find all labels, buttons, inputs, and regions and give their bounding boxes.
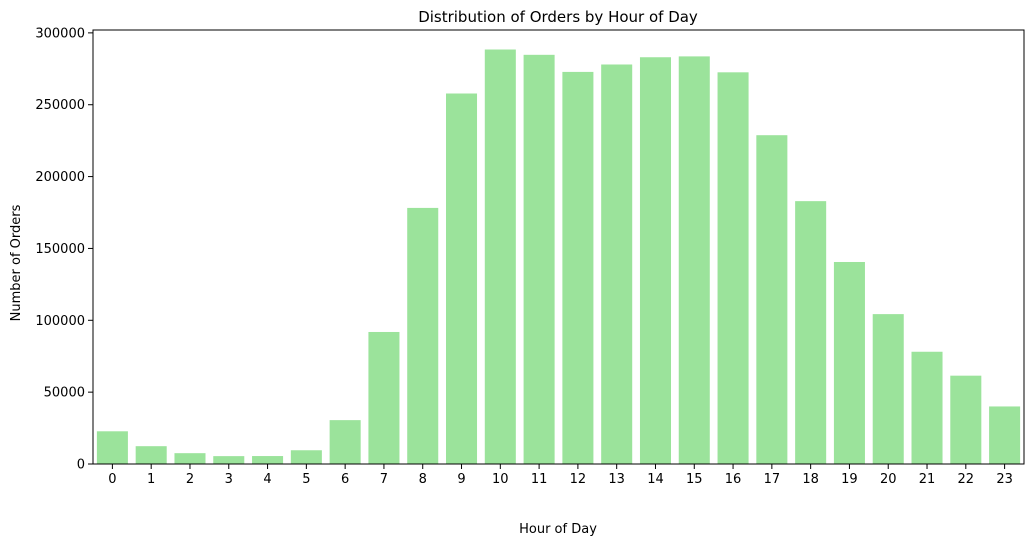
bar-hour-23 — [989, 406, 1021, 464]
x-tick-label: 17 — [764, 472, 781, 487]
bar-hour-16 — [717, 72, 749, 464]
bar-hour-1 — [135, 446, 167, 464]
plot-frame — [92, 29, 1025, 465]
x-tick-label: 21 — [919, 472, 936, 487]
y-tick-label: 50000 — [44, 386, 85, 401]
x-tick-label: 14 — [647, 472, 664, 487]
y-axis-label: Number of Orders — [9, 204, 24, 321]
x-tick-label: 22 — [958, 472, 975, 487]
bar-hour-22 — [950, 375, 982, 464]
x-tick-label: 20 — [880, 472, 897, 487]
x-tick-label: 4 — [263, 472, 271, 487]
x-tick-label: 5 — [302, 472, 310, 487]
y-tick-label: 250000 — [35, 98, 85, 113]
x-tick-label: 18 — [802, 472, 819, 487]
chart-title: Distribution of Orders by Hour of Day — [418, 8, 698, 26]
x-tick-label: 23 — [996, 472, 1013, 487]
x-tick-label: 11 — [531, 472, 548, 487]
x-tick-label: 0 — [108, 472, 116, 487]
bar-hour-9 — [446, 93, 478, 465]
x-tick-label: 19 — [841, 472, 858, 487]
y-tick-label: 0 — [77, 458, 85, 473]
x-tick-label: 12 — [570, 472, 587, 487]
x-tick-label: 16 — [725, 472, 742, 487]
bar-hour-18 — [795, 201, 827, 464]
x-axis: 0 1 2 3 4 5 6 7 8 9 10 11 12 13 14 15 16 17 18 19 20 21 22 23 — [108, 464, 1013, 487]
y-tick-label: 300000 — [35, 26, 85, 41]
bar-hour-10 — [484, 49, 516, 465]
bar-hour-13 — [601, 64, 633, 464]
x-tick-label: 1 — [147, 472, 155, 487]
bar-hour-19 — [833, 261, 865, 464]
bar-hour-21 — [911, 351, 943, 464]
bar-hour-7 — [368, 331, 400, 464]
x-tick-label: 8 — [419, 472, 427, 487]
y-axis: 0 50000 100000 150000 200000 250000 300000 — [35, 26, 93, 473]
bar-hour-11 — [523, 54, 555, 464]
x-tick-label: 13 — [608, 472, 625, 487]
bar-hour-6 — [329, 420, 361, 464]
bar-hour-5 — [290, 450, 322, 464]
x-tick-label: 7 — [380, 472, 388, 487]
y-tick-label: 150000 — [35, 242, 85, 257]
x-tick-label: 3 — [225, 472, 233, 487]
bar-hour-0 — [96, 431, 128, 464]
bar-hour-2 — [174, 453, 206, 464]
bar-hour-15 — [678, 56, 710, 464]
bar-hour-8 — [407, 207, 439, 464]
y-tick-label: 100000 — [35, 314, 85, 329]
x-tick-label: 9 — [457, 472, 465, 487]
x-tick-label: 6 — [341, 472, 349, 487]
bar-hour-17 — [756, 135, 788, 464]
bar-hour-4 — [252, 456, 284, 464]
x-tick-label: 2 — [186, 472, 194, 487]
bar-hour-12 — [562, 71, 594, 464]
bar-hour-3 — [213, 456, 245, 464]
bar-hour-14 — [639, 57, 671, 465]
bars-group — [96, 49, 1021, 465]
y-tick-label: 200000 — [35, 170, 85, 185]
x-tick-label: 15 — [686, 472, 703, 487]
x-tick-label: 10 — [492, 472, 509, 487]
bar-hour-20 — [872, 314, 904, 464]
x-axis-label: Hour of Day — [519, 522, 597, 537]
